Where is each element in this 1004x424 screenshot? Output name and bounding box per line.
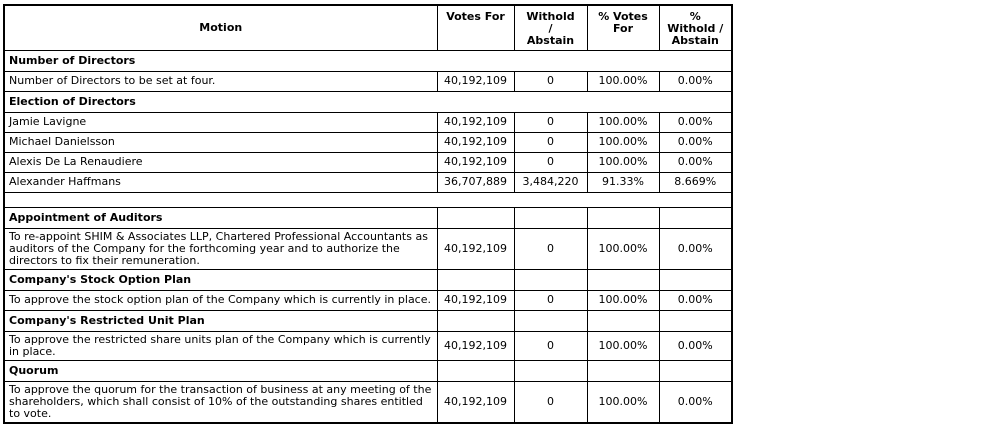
pct-withold-abstain-cell: 0.00% bbox=[658, 227, 733, 270]
column-header-withold-abstain: Withold / Abstain bbox=[513, 4, 588, 51]
motion-cell: Alexis De La Renaudiere bbox=[3, 151, 438, 173]
pct-withold-abstain-cell: 0.00% bbox=[658, 289, 733, 311]
pct-votes-for-cell bbox=[586, 206, 660, 229]
table-row: Michael Danielsson 40,192,109 0 100.00% 0.00… bbox=[3, 131, 733, 153]
votes-for-cell bbox=[436, 206, 515, 229]
votes-for-cell: 40,192,109 bbox=[436, 131, 515, 153]
withold-abstain-cell: 0 bbox=[513, 131, 588, 153]
table-row: Appointment of Auditors bbox=[3, 206, 733, 229]
votes-for-cell: 40,192,109 bbox=[436, 330, 515, 361]
table-row bbox=[3, 191, 733, 208]
pct-votes-for-cell: 100.00% bbox=[586, 70, 660, 92]
votes-for-cell: 40,192,109 bbox=[436, 227, 515, 270]
pct-votes-for-cell: 91.33% bbox=[586, 171, 660, 193]
table-row: Election of Directors bbox=[3, 90, 733, 113]
pct-votes-for-cell: 100.00% bbox=[586, 330, 660, 361]
withold-abstain-cell: 3,484,220 bbox=[513, 171, 588, 193]
table-row: Alexander Haffmans 36,707,889 3,484,220 91.… bbox=[3, 171, 733, 193]
withold-abstain-cell bbox=[513, 309, 588, 332]
motion-cell: Alexander Haffmans bbox=[3, 171, 438, 193]
pct-withold-abstain-cell bbox=[658, 206, 733, 229]
column-header-pct-votes-for: % Votes For bbox=[586, 4, 660, 51]
column-header-pct-withold-abstain: % Withold / Abstain bbox=[658, 4, 733, 51]
table-row: To approve the stock option plan of the … bbox=[3, 289, 733, 311]
pct-votes-for-cell: 100.00% bbox=[586, 111, 660, 133]
pct-withold-abstain-cell: 0.00% bbox=[658, 151, 733, 173]
section-title-cell: Company's Restricted Unit Plan bbox=[3, 309, 438, 332]
table-row: Company's Stock Option Plan bbox=[3, 268, 733, 291]
votes-for-cell: 40,192,109 bbox=[436, 289, 515, 311]
pct-votes-for-cell: 100.00% bbox=[586, 131, 660, 153]
section-title-cell: Election of Directors bbox=[3, 90, 733, 113]
pct-votes-for-cell bbox=[586, 359, 660, 382]
withold-abstain-cell bbox=[513, 268, 588, 291]
withold-abstain-cell: 0 bbox=[513, 70, 588, 92]
motion-cell: Number of Directors to be set at four. bbox=[3, 70, 438, 92]
page: Motion Votes For Withold / Abstain % Vot… bbox=[3, 4, 733, 424]
pct-votes-for-cell: 100.00% bbox=[586, 227, 660, 270]
withold-abstain-cell: 0 bbox=[513, 151, 588, 173]
votes-for-cell: 36,707,889 bbox=[436, 171, 515, 193]
motion-cell: To re-appoint SHIM & Associates LLP, Cha… bbox=[3, 227, 438, 270]
pct-withold-abstain-cell: 0.00% bbox=[658, 111, 733, 133]
motion-cell: Jamie Lavigne bbox=[3, 111, 438, 133]
votes-for-cell: 40,192,109 bbox=[436, 380, 515, 423]
table-row: Alexis De La Renaudiere 40,192,109 0 100.00… bbox=[3, 151, 733, 173]
section-title-cell: Appointment of Auditors bbox=[3, 206, 438, 229]
table-row: Number of Directors bbox=[3, 49, 733, 72]
votes-for-cell: 40,192,109 bbox=[436, 111, 515, 133]
withold-abstain-cell bbox=[513, 359, 588, 382]
pct-votes-for-cell bbox=[586, 309, 660, 332]
table-row: To re-appoint SHIM & Associates LLP, Cha… bbox=[3, 227, 733, 270]
pct-withold-abstain-cell: 0.00% bbox=[658, 70, 733, 92]
section-title-cell: Company's Stock Option Plan bbox=[3, 268, 438, 291]
motion-cell: To approve the restricted share units pl… bbox=[3, 330, 438, 361]
spacer-cell bbox=[3, 191, 733, 208]
column-header-votes-for: Votes For bbox=[436, 4, 515, 51]
voting-results-table: Motion Votes For Withold / Abstain % Vot… bbox=[3, 4, 733, 424]
pct-withold-abstain-cell: 0.00% bbox=[658, 380, 733, 423]
table-row: Company's Restricted Unit Plan bbox=[3, 309, 733, 332]
pct-votes-for-cell bbox=[586, 268, 660, 291]
pct-withold-abstain-cell: 0.00% bbox=[658, 330, 733, 361]
votes-for-cell: 40,192,109 bbox=[436, 151, 515, 173]
pct-votes-for-cell: 100.00% bbox=[586, 380, 660, 423]
pct-withold-abstain-cell bbox=[658, 268, 733, 291]
header-row: Motion Votes For Withold / Abstain % Vot… bbox=[3, 4, 733, 51]
withold-abstain-cell: 0 bbox=[513, 227, 588, 270]
withold-abstain-cell: 0 bbox=[513, 330, 588, 361]
motion-cell: To approve the stock option plan of the … bbox=[3, 289, 438, 311]
motion-cell: Michael Danielsson bbox=[3, 131, 438, 153]
motion-cell: To approve the quorum for the transactio… bbox=[3, 380, 438, 423]
votes-for-cell: 40,192,109 bbox=[436, 70, 515, 92]
pct-withold-abstain-cell bbox=[658, 359, 733, 382]
pct-withold-abstain-cell: 0.00% bbox=[658, 131, 733, 153]
column-header-motion: Motion bbox=[3, 4, 438, 51]
table-row: Quorum bbox=[3, 359, 733, 382]
withold-abstain-cell: 0 bbox=[513, 111, 588, 133]
withold-abstain-cell: 0 bbox=[513, 289, 588, 311]
table-row: Number of Directors to be set at four. 40… bbox=[3, 70, 733, 92]
pct-votes-for-cell: 100.00% bbox=[586, 289, 660, 311]
section-title-cell: Quorum bbox=[3, 359, 438, 382]
pct-votes-for-cell: 100.00% bbox=[586, 151, 660, 173]
withold-abstain-cell bbox=[513, 206, 588, 229]
table-row: To approve the quorum for the transactio… bbox=[3, 380, 733, 423]
table-row: To approve the restricted share units pl… bbox=[3, 330, 733, 361]
votes-for-cell bbox=[436, 359, 515, 382]
votes-for-cell bbox=[436, 309, 515, 332]
section-title-cell: Number of Directors bbox=[3, 49, 733, 72]
pct-withold-abstain-cell: 8.669% bbox=[658, 171, 733, 193]
table-row: Jamie Lavigne 40,192,109 0 100.00% 0.00% bbox=[3, 111, 733, 133]
withold-abstain-cell: 0 bbox=[513, 380, 588, 423]
votes-for-cell bbox=[436, 268, 515, 291]
pct-withold-abstain-cell bbox=[658, 309, 733, 332]
